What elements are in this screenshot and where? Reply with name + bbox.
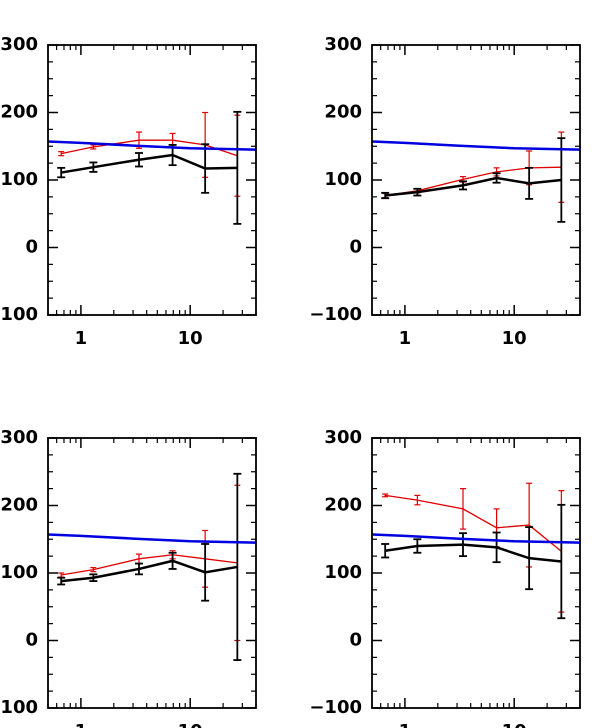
x-tick-label: 10	[178, 328, 203, 349]
plot-frame	[371, 44, 581, 316]
series-line	[371, 533, 581, 544]
series-line	[61, 559, 238, 583]
x-tick-label: 10	[502, 721, 527, 728]
plot-frame	[47, 44, 257, 316]
y-tick-label: 200	[0, 102, 38, 123]
series-line	[385, 166, 562, 197]
series-line	[385, 176, 562, 197]
series-line	[61, 139, 238, 157]
y-tick-label: 100	[0, 562, 38, 583]
y-tick-label: 100	[324, 562, 362, 583]
y-tick-label: 300	[0, 34, 38, 55]
series-line	[47, 533, 257, 544]
y-tick-label: 0	[349, 237, 362, 258]
x-tick-label: 1	[75, 328, 88, 349]
x-tick-label: 10	[502, 328, 527, 349]
y-tick-label: −100	[309, 697, 362, 718]
y-tick-label: 0	[349, 630, 362, 651]
y-tick-label: 100	[324, 169, 362, 190]
y-tick-label: 200	[324, 495, 362, 516]
x-tick-label: 1	[75, 721, 88, 728]
y-tick-label: −100	[0, 304, 38, 325]
y-tick-label: 300	[0, 427, 38, 448]
series-line	[371, 140, 581, 151]
plot-frame	[47, 437, 257, 709]
y-tick-label: −100	[309, 304, 362, 325]
y-tick-label: 0	[25, 237, 38, 258]
plot-frame	[371, 437, 581, 709]
y-tick-label: 200	[324, 102, 362, 123]
series-line	[385, 494, 562, 552]
y-tick-label: 100	[0, 169, 38, 190]
y-tick-label: 200	[0, 495, 38, 516]
y-tick-label: −100	[0, 697, 38, 718]
y-tick-label: 0	[25, 630, 38, 651]
y-tick-label: 300	[324, 427, 362, 448]
series-line	[60, 153, 238, 174]
series-line	[47, 140, 257, 151]
x-tick-label: 10	[178, 721, 203, 728]
x-tick-label: 1	[399, 721, 412, 728]
x-tick-label: 1	[399, 328, 412, 349]
series-line	[61, 554, 238, 576]
y-tick-label: 300	[324, 34, 362, 55]
series-line	[384, 543, 562, 563]
